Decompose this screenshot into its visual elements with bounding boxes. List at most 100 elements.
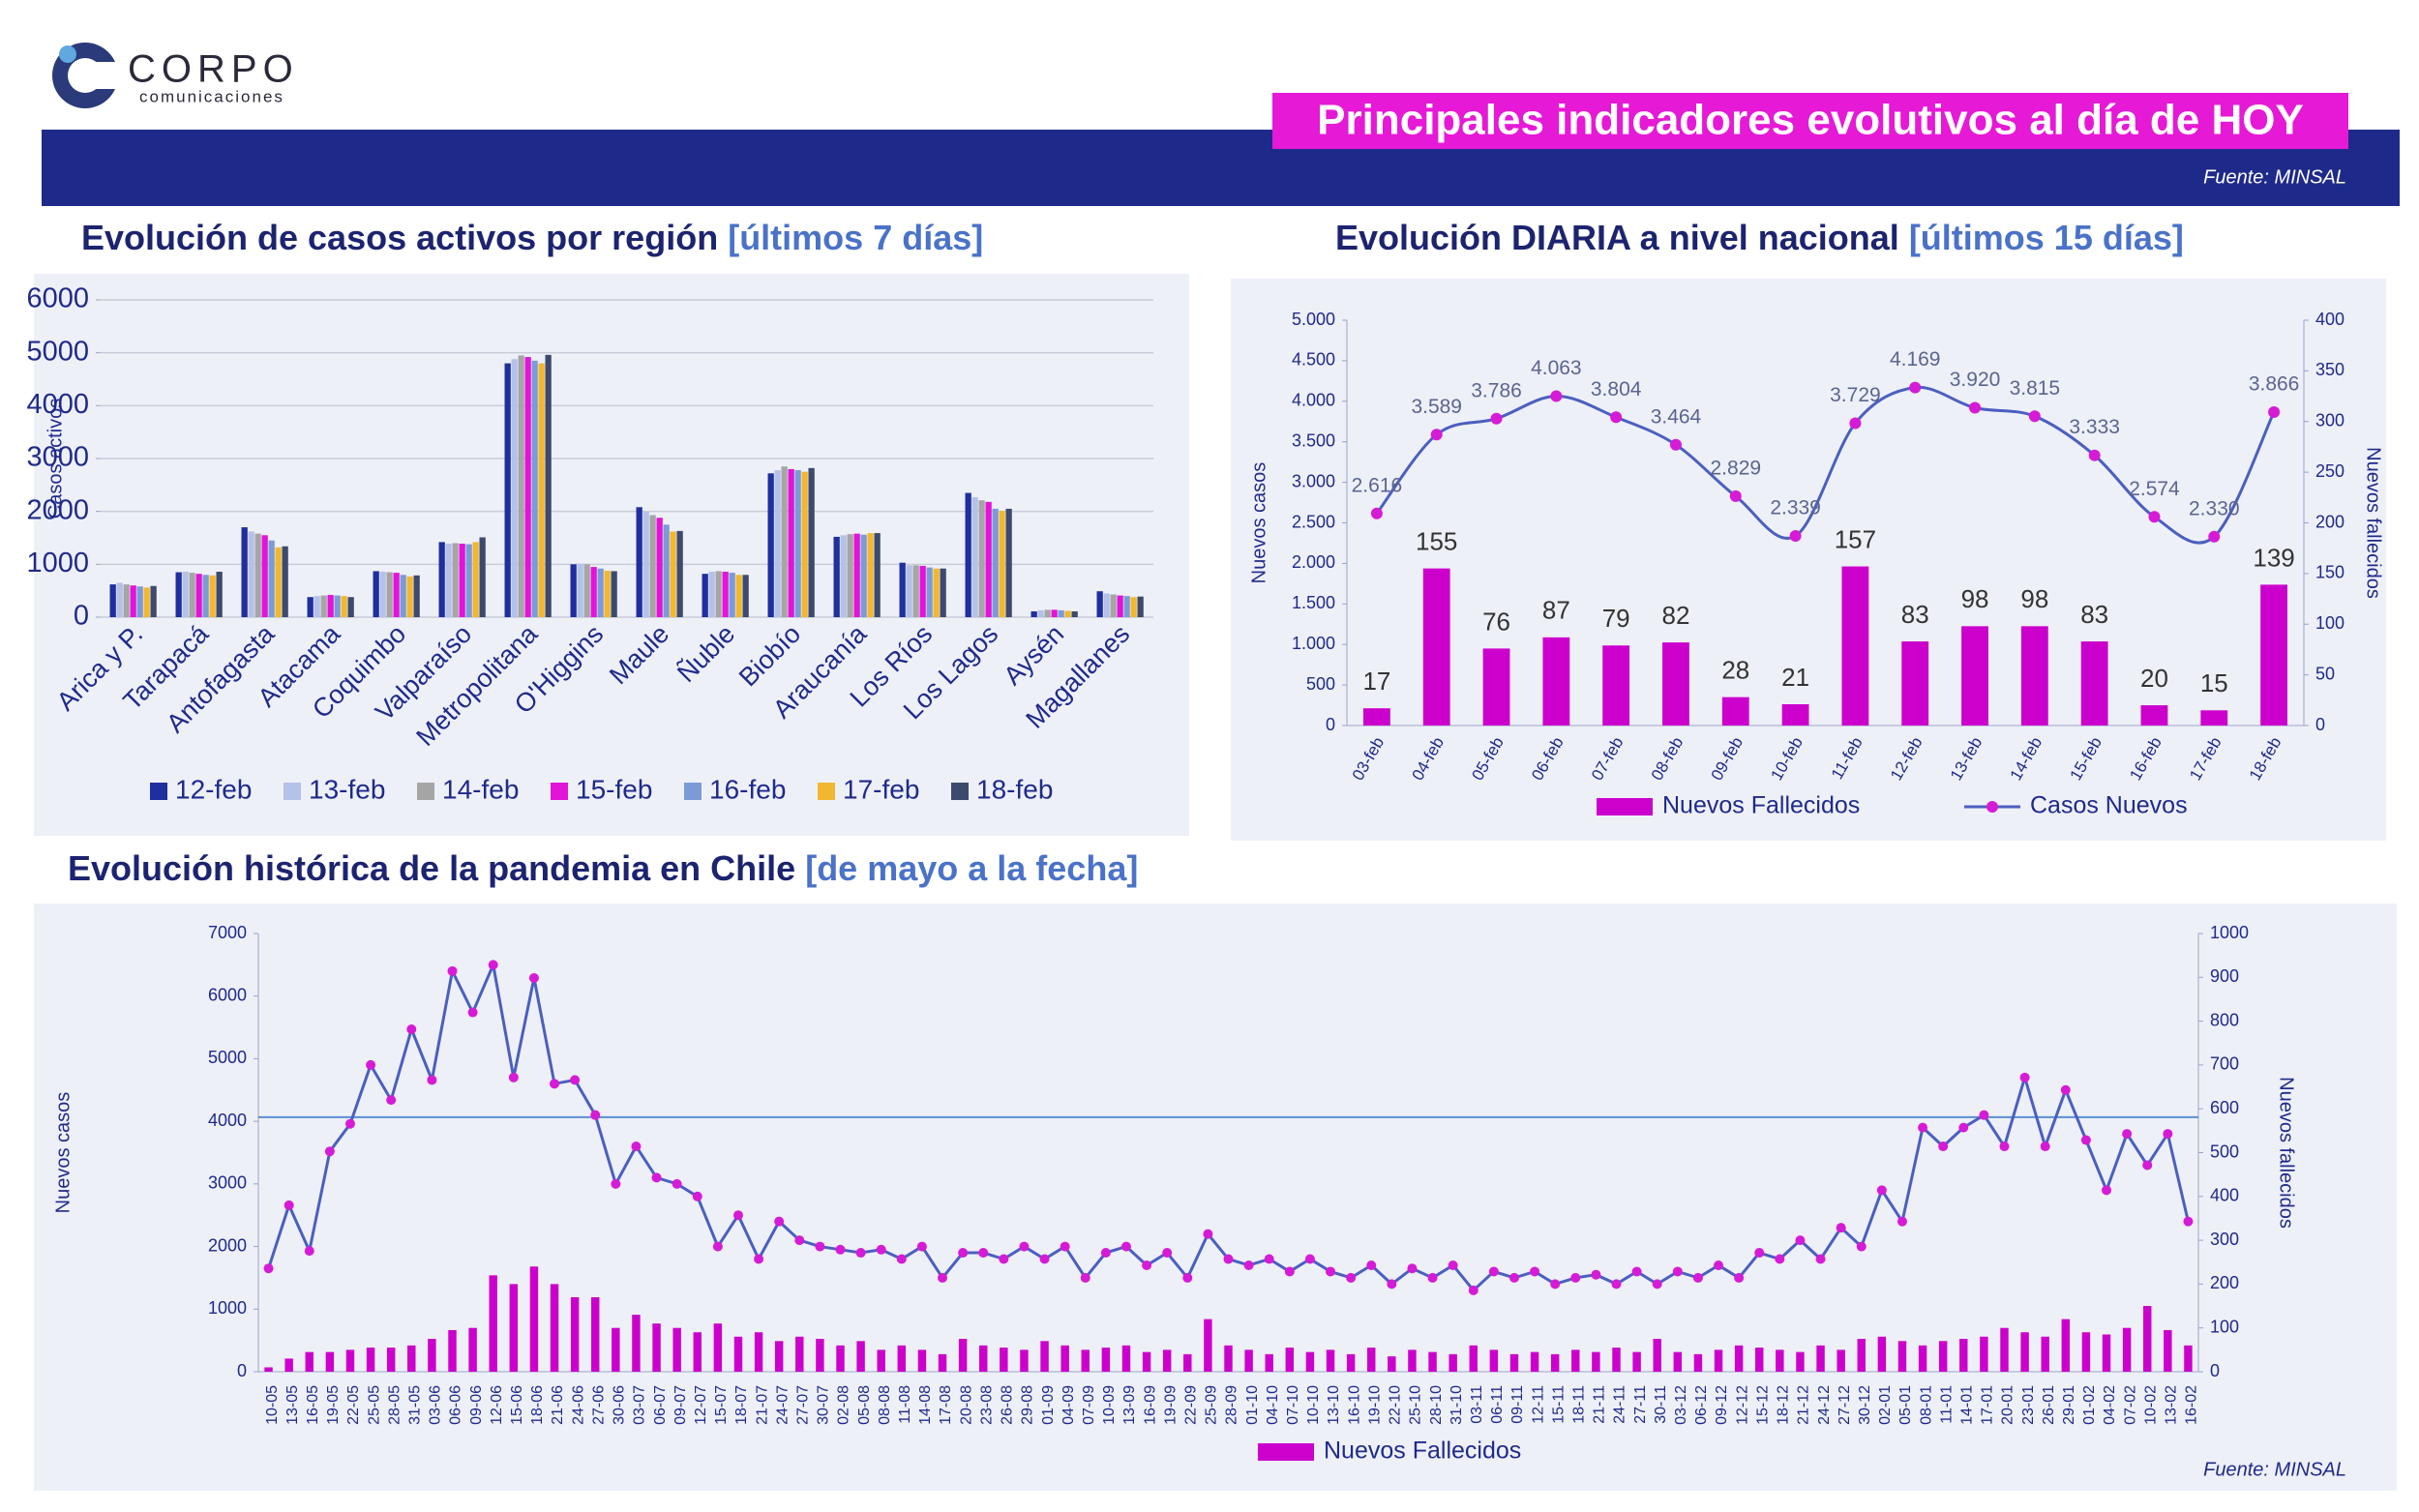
point xyxy=(938,1272,948,1283)
legend-swatch xyxy=(1258,1443,1314,1461)
bar xyxy=(550,1284,559,1372)
point xyxy=(815,1241,825,1252)
x-tick-label: 23-01 xyxy=(2020,1385,2037,1425)
point xyxy=(978,1248,989,1259)
x-tick-label: 06-11 xyxy=(1489,1385,1506,1424)
y2-tick-label: 200 xyxy=(2210,1273,2239,1292)
bar xyxy=(472,542,479,617)
x-tick-label: 27-06 xyxy=(590,1385,607,1425)
data-label: 4.169 xyxy=(1890,348,1941,371)
bar xyxy=(733,1336,743,1372)
point xyxy=(1795,1235,1806,1246)
bar xyxy=(570,1296,580,1372)
bar xyxy=(1081,1349,1090,1372)
bar xyxy=(577,563,583,617)
bar xyxy=(735,575,742,617)
x-tick-label: 02-08 xyxy=(836,1385,852,1425)
bar xyxy=(1530,1351,1539,1372)
bar xyxy=(1346,1353,1356,1372)
data-label: 3.333 xyxy=(2069,416,2120,438)
data-label: 20 xyxy=(2140,664,2168,693)
bar xyxy=(1448,1353,1457,1372)
legend-label: 12-feb xyxy=(175,774,252,804)
bar xyxy=(284,1358,293,1372)
bar xyxy=(1117,595,1123,617)
x-tick-label: 03-07 xyxy=(632,1385,648,1425)
x-tick-label: 26-08 xyxy=(1000,1385,1016,1425)
point xyxy=(1836,1223,1846,1233)
y-tick-label: 2000 xyxy=(26,494,89,525)
x-tick-label: 09-07 xyxy=(672,1385,689,1425)
y-tick-label: 500 xyxy=(1306,674,1335,694)
point xyxy=(324,1146,335,1157)
bar xyxy=(1224,1345,1233,1372)
legend-swatch xyxy=(1986,801,1998,813)
legend-label: Nuevos Fallecidos xyxy=(1662,792,1860,819)
x-tick-label: 22-10 xyxy=(1388,1385,1404,1425)
bar xyxy=(406,576,413,617)
x-tick-label: 23-08 xyxy=(978,1385,995,1425)
bar xyxy=(1305,1351,1315,1372)
bar xyxy=(386,572,393,617)
point xyxy=(447,965,458,976)
x-tick-label: 07-02 xyxy=(2122,1385,2138,1425)
point xyxy=(528,972,539,983)
bar xyxy=(1265,1353,1273,1372)
data-label: 17 xyxy=(1362,667,1390,696)
data-label: 4.063 xyxy=(1531,357,1582,379)
point xyxy=(1448,1260,1458,1270)
point xyxy=(1019,1241,1030,1252)
y-tick-label: 1.500 xyxy=(1292,593,1335,612)
bar xyxy=(393,573,400,617)
bar xyxy=(847,534,853,617)
legend-swatch xyxy=(417,783,434,800)
x-tick-label: 21-11 xyxy=(1592,1385,1608,1424)
bar xyxy=(254,533,261,617)
y2-tick-label: 500 xyxy=(2210,1141,2239,1161)
x-tick-label: 15-06 xyxy=(509,1385,525,1425)
y-tick-label: 0 xyxy=(74,601,89,632)
bar xyxy=(1121,1345,1131,1372)
y-tick-label: 6000 xyxy=(208,985,247,1004)
point xyxy=(1223,1254,1234,1264)
bar xyxy=(445,544,452,617)
bar xyxy=(1662,642,1689,726)
x-tick-label: 18-12 xyxy=(1776,1385,1792,1425)
point xyxy=(1120,1241,1131,1252)
bar xyxy=(1714,1349,1723,1372)
data-label: 28 xyxy=(1721,656,1749,685)
bar xyxy=(1110,594,1117,617)
x-tick-label: 04-09 xyxy=(1060,1385,1077,1425)
point xyxy=(1370,507,1383,519)
bar xyxy=(268,540,275,617)
bar xyxy=(940,568,946,617)
x-tick-label: 14-01 xyxy=(1959,1385,1976,1425)
x-tick-label: 26-01 xyxy=(2041,1385,2057,1425)
point xyxy=(1203,1229,1213,1239)
bar xyxy=(1653,1339,1661,1372)
x-tick-label: 24-06 xyxy=(570,1385,586,1425)
point xyxy=(1162,1248,1173,1259)
y-tick-label: 4000 xyxy=(26,389,89,420)
bar xyxy=(853,533,860,617)
point xyxy=(855,1248,866,1259)
y-tick-label: 3.500 xyxy=(1292,430,1335,450)
point xyxy=(488,960,498,970)
bar xyxy=(209,575,216,617)
bar xyxy=(2102,1334,2111,1372)
point xyxy=(631,1141,642,1152)
point xyxy=(550,1079,560,1089)
point xyxy=(1060,1241,1070,1252)
point xyxy=(2268,406,2281,419)
point xyxy=(1729,489,1742,502)
point xyxy=(1856,1241,1867,1252)
point xyxy=(1100,1248,1111,1259)
bar xyxy=(1837,1349,1845,1372)
bar xyxy=(182,571,189,617)
section-title: Evolución DIARIA a nivel nacional [últim… xyxy=(1335,218,2184,257)
point xyxy=(1896,1216,1907,1227)
y-tick-label: 3000 xyxy=(208,1173,247,1193)
title-period: [de mayo a la fecha] xyxy=(805,848,1138,888)
point xyxy=(2122,1129,2133,1140)
